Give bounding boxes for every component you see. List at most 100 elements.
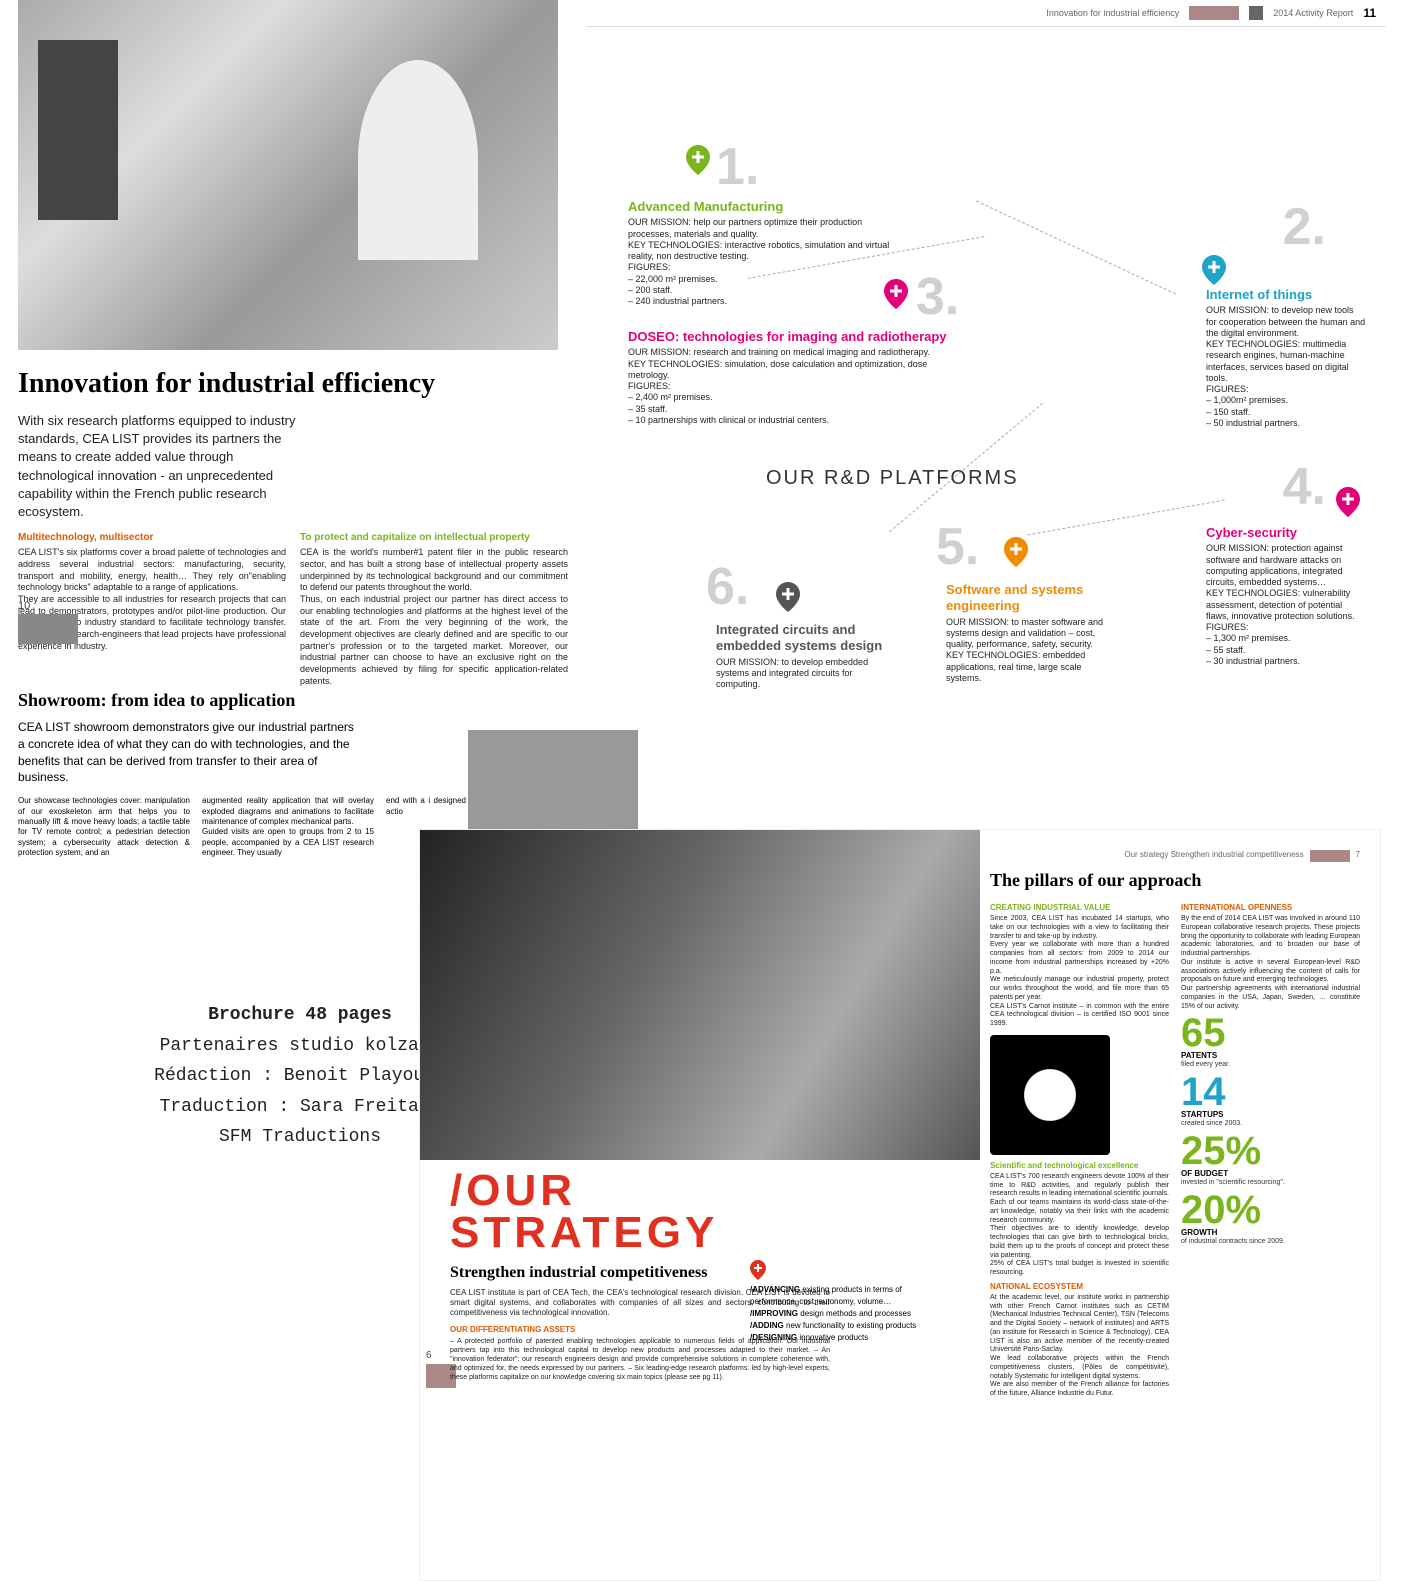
a1h: /ADVANCING: [750, 1285, 800, 1294]
pc1h3: NATIONAL ECOSYSTEM: [990, 1282, 1169, 1292]
stat-sub: created since 2003.: [1181, 1120, 1360, 1129]
a3h: /ADDING: [750, 1321, 784, 1330]
col2: To protect and capitalize on intellectua…: [300, 531, 568, 687]
strat-hdr-text: Our strategy Strengthen industrial compe…: [1124, 850, 1303, 862]
pin-icon: [1336, 487, 1360, 517]
show-c2: augmented reality application that will …: [202, 796, 374, 858]
stat-sub: of industrial contracts since 2009.: [1181, 1238, 1360, 1247]
plat6-num: 6.: [706, 557, 749, 617]
pc1h1: CREATING INDUSTRIAL VALUE: [990, 903, 1169, 913]
platforms-canvas: 1. Advanced Manufacturing OUR MISSION: h…: [586, 27, 1386, 727]
stat-label: STARTUPS: [1181, 1110, 1360, 1120]
stat-of budget: 25%OF BUDGETinvested in "scientific reso…: [1181, 1133, 1360, 1188]
pin-icon: [776, 582, 800, 612]
col1-heading: Multitechnology, multisector: [18, 531, 286, 544]
logo-mark: [1249, 6, 1263, 20]
plat5-title: Software and systems engineering: [946, 582, 1116, 615]
pin-icon: [1004, 537, 1028, 567]
page-number-left: 10: [18, 600, 30, 612]
stat-num: 65: [1181, 1015, 1360, 1051]
credits-l5: SFM Traductions: [140, 1122, 460, 1153]
strat-page-left: 6: [426, 1350, 432, 1361]
pillar-col1: CREATING INDUSTRIAL VALUE Since 2003, CE…: [990, 899, 1169, 1399]
plat1-body: OUR MISSION: help our partners optimize …: [628, 217, 898, 307]
plat5-num: 5.: [936, 517, 979, 577]
a4: innovative products: [797, 1333, 868, 1342]
footer-tag: [18, 614, 78, 644]
spread-header: Innovation for industrial efficiency 201…: [586, 0, 1386, 27]
strat-hdr: Our strategy Strengthen industrial compe…: [990, 850, 1360, 862]
a2: design methods and processes: [798, 1309, 911, 1318]
strat-title-line1: /OUR: [450, 1170, 830, 1212]
pillars-columns: CREATING INDUSTRIAL VALUE Since 2003, CE…: [990, 899, 1360, 1399]
pillars-title: The pillars of our approach: [990, 870, 1360, 891]
plat4-num: 4.: [1283, 457, 1326, 517]
plat2-body: OUR MISSION: to develop new tools for co…: [1206, 305, 1366, 429]
main-article: Innovation for industrial efficiency Wit…: [18, 0, 568, 687]
pillar-col2: INTERNATIONAL OPENNESS By the end of 201…: [1181, 899, 1360, 1399]
a2h: /IMPROVING: [750, 1309, 798, 1318]
strategy-photo: [420, 830, 980, 1160]
strat-hdr-logo: [1310, 850, 1350, 862]
strat-hdr-page: 7: [1356, 850, 1360, 862]
a4h: /DESIGNING: [750, 1333, 797, 1342]
plat4-body: OUR MISSION: protection against software…: [1206, 543, 1366, 667]
stat-num: 25%: [1181, 1133, 1360, 1169]
pin-icon: [884, 279, 908, 309]
plat2-title: Internet of things: [1206, 287, 1366, 303]
stat-label: PATENTS: [1181, 1051, 1360, 1061]
pc1h2: Scientific and technological excellence: [990, 1161, 1169, 1171]
header-tagline: Innovation for industrial efficiency: [1046, 8, 1179, 18]
plat3-body: OUR MISSION: research and training on me…: [628, 347, 968, 426]
plat2: Internet of things OUR MISSION: to devel…: [1206, 287, 1366, 429]
pin-icon: [1202, 255, 1226, 285]
pc1b3: At the academic level, our institute wor…: [990, 1294, 1169, 1399]
plat1-title: Advanced Manufacturing: [628, 199, 898, 215]
plat6: Integrated circuits and embedded systems…: [716, 622, 886, 690]
credits-l4: Traduction : Sara Freitas,: [140, 1092, 460, 1123]
logo-ceatech: [1189, 6, 1239, 20]
stat-label: OF BUDGET: [1181, 1169, 1360, 1179]
main-columns: Multitechnology, multisector CEA LIST's …: [18, 531, 568, 687]
robot-photo: [18, 0, 558, 350]
plat4: Cyber-security OUR MISSION: protection a…: [1206, 525, 1366, 667]
plat2-num: 2.: [1283, 197, 1326, 257]
plat3-num: 3.: [916, 267, 959, 327]
stat-num: 20%: [1181, 1192, 1360, 1228]
pin-icon: [686, 145, 710, 175]
pc1b2: CEA LIST's 700 research engineers devote…: [990, 1173, 1169, 1278]
plat1: Advanced Manufacturing OUR MISSION: help…: [628, 199, 898, 307]
plat4-title: Cyber-security: [1206, 525, 1366, 541]
show-c1: Our showcase technologies cover: manipul…: [18, 796, 190, 858]
strat-title-line2: STRATEGY: [450, 1212, 830, 1254]
stat-growth: 20%GROWTHof industrial contracts since 2…: [1181, 1192, 1360, 1247]
header-pagenum: 11: [1363, 6, 1376, 20]
stats-container: 65PATENTSfiled every year. 14STARTUPScrea…: [1181, 1015, 1360, 1246]
strategy-right-col: Our strategy Strengthen industrial compe…: [990, 850, 1360, 1399]
plat3: DOSEO: technologies for imaging and radi…: [628, 329, 968, 426]
stat-sub: filed every year.: [1181, 1061, 1360, 1070]
pc2b1: By the end of 2014 CEA LIST was involved…: [1181, 915, 1360, 1011]
rd-platforms-spread: Innovation for industrial efficiency 201…: [586, 0, 1386, 727]
strategy-actions: /ADVANCING existing products in terms of…: [750, 1260, 920, 1344]
pc1b1: Since 2003, CEA LIST has incubated 14 st…: [990, 915, 1169, 1029]
credits-l1: Brochure 48 pages: [140, 1000, 460, 1031]
stat-label: GROWTH: [1181, 1228, 1360, 1238]
showroom-title: Showroom: from idea to application: [18, 690, 558, 711]
header-report: 2014 Activity Report: [1273, 8, 1353, 18]
pc2h1: INTERNATIONAL OPENNESS: [1181, 903, 1360, 913]
a3: new functionality to existing products: [784, 1321, 917, 1330]
geometric-graphic: [990, 1035, 1110, 1155]
plat3-title: DOSEO: technologies for imaging and radi…: [628, 329, 968, 345]
plat1-num: 1.: [716, 137, 759, 197]
credits-block: Brochure 48 pages Partenaires studio kol…: [140, 1000, 460, 1153]
col2-body: CEA is the world's number#1 patent filer…: [300, 547, 568, 687]
plat6-body: OUR MISSION: to develop embedded systems…: [716, 657, 886, 691]
col2-heading: To protect and capitalize on intellectua…: [300, 531, 568, 544]
strategy-spread: 6 /OUR STRATEGY Strengthen industrial co…: [420, 830, 1380, 1580]
platforms-title: OUR R&D PLATFORMS: [766, 467, 1019, 490]
credits-l3: Rédaction : Benoit Playoust: [140, 1061, 460, 1092]
plat5-body: OUR MISSION: to master software and syst…: [946, 617, 1116, 685]
stat-num: 14: [1181, 1074, 1360, 1110]
col1: Multitechnology, multisector CEA LIST's …: [18, 531, 286, 687]
